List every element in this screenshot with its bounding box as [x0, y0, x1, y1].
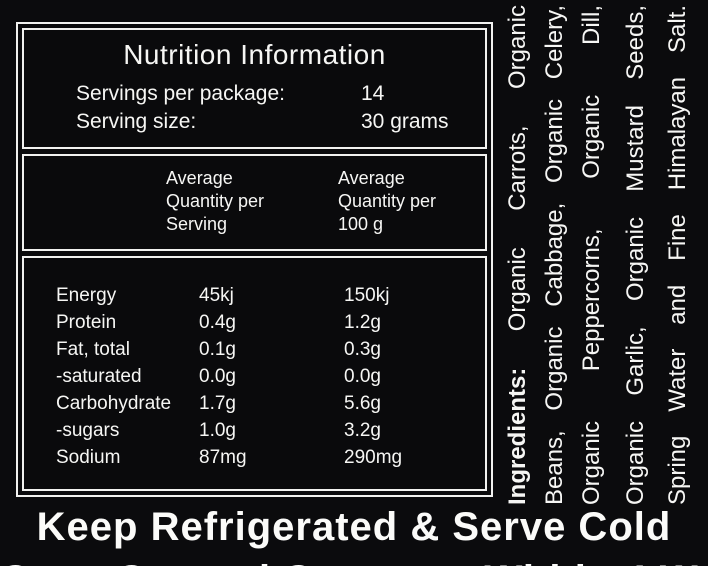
keep-refrigerated-caption: Keep Refrigerated & Serve Cold: [36, 505, 672, 549]
nutrient-name: -saturated: [56, 366, 142, 387]
column-header-per-100g: Average Quantity per 100 g: [338, 167, 485, 249]
nutrient-100g-value: 3.2g: [344, 420, 381, 441]
nutrient-serving-value: 0.4g: [199, 312, 236, 333]
table-row: -saturated 0.0g 0.0g: [56, 363, 485, 390]
nutrient-100g-value: 0.3g: [344, 339, 381, 360]
col-serving-line2: Quantity per: [166, 191, 265, 211]
col-100g-line2: Quantity per: [338, 191, 437, 211]
nutrition-table-box: Energy 45kj 150kj Protein 0.4g 1.2g Fat,…: [22, 256, 487, 491]
nutrient-100g-value: 290mg: [344, 447, 403, 468]
nutrient-name: Carbohydrate: [56, 393, 172, 414]
serving-size-value: 30 grams: [361, 110, 449, 133]
nutrient-100g-value: 0.0g: [344, 366, 381, 387]
nutrient-serving-value: 1.7g: [199, 393, 236, 414]
nutrient-name: Sodium: [56, 447, 121, 468]
col-serving-line3: Serving: [166, 214, 228, 234]
nutrient-serving-value: 0.0g: [199, 366, 236, 387]
servings-per-package-row: Servings per package: 14: [24, 80, 485, 108]
table-row: Energy 45kj 150kj: [56, 282, 485, 309]
table-row: Sodium 87mg 290mg: [56, 444, 485, 471]
table-row: Carbohydrate 1.7g 5.6g: [56, 390, 485, 417]
ingredients-line-3: Organic Peppercorns, Organic Dill,: [578, 5, 605, 505]
col-100g-line1: Average: [338, 168, 405, 188]
nutrient-serving-value: 0.1g: [199, 339, 236, 360]
column-headers-box: Average Quantity per Serving Average Qua…: [22, 154, 487, 251]
nutrient-name: Energy: [56, 285, 117, 306]
ingredients-line-1: Ingredients: Organic Carrots, Organic: [501, 5, 535, 505]
ingredients-label: Ingredients:: [504, 367, 531, 505]
nutrient-100g-value: 150kj: [344, 285, 390, 306]
nutrient-100g-value: 5.6g: [344, 393, 381, 414]
nutrient-serving-value: 1.0g: [199, 420, 236, 441]
table-row: Fat, total 0.1g 0.3g: [56, 336, 485, 363]
panel-header-box: Nutrition Information Servings per packa…: [22, 28, 487, 149]
ingredients-line-2: Beans, Organic Cabbage, Organic Celery,: [541, 5, 568, 505]
nutrient-name: Protein: [56, 312, 117, 333]
serving-size-label: Serving size:: [76, 110, 197, 133]
table-row: -sugars 1.0g 3.2g: [56, 417, 485, 444]
panel-title: Nutrition Information: [123, 39, 386, 70]
servings-per-package-label: Servings per package:: [76, 82, 285, 105]
nutrient-name: -sugars: [56, 420, 120, 441]
ingredients-line-5: Spring Water and Fine Himalayan Salt.: [664, 5, 691, 505]
col-serving-line1: Average: [166, 168, 233, 188]
serving-size-row: Serving size: 30 grams: [24, 108, 485, 136]
col-100g-line3: 100 g: [338, 214, 384, 234]
table-row: Protein 0.4g 1.2g: [56, 309, 485, 336]
nutrition-panel: Nutrition Information Servings per packa…: [16, 22, 493, 497]
servings-per-package-value: 14: [361, 82, 385, 105]
nutrient-name: Fat, total: [56, 339, 130, 360]
nutrient-serving-value: 87mg: [199, 447, 247, 468]
ingredients-line-4: Organic Garlic, Organic Mustard Seeds,: [622, 5, 649, 505]
nutrient-100g-value: 1.2g: [344, 312, 381, 333]
ingredients-line-1-text: Organic Carrots, Organic: [504, 5, 531, 332]
partial-caption-cropped: Once Opened Consume Within 4 Weeks: [0, 557, 708, 566]
column-header-per-serving: Average Quantity per Serving: [166, 167, 338, 249]
nutrient-serving-value: 45kj: [199, 285, 234, 306]
